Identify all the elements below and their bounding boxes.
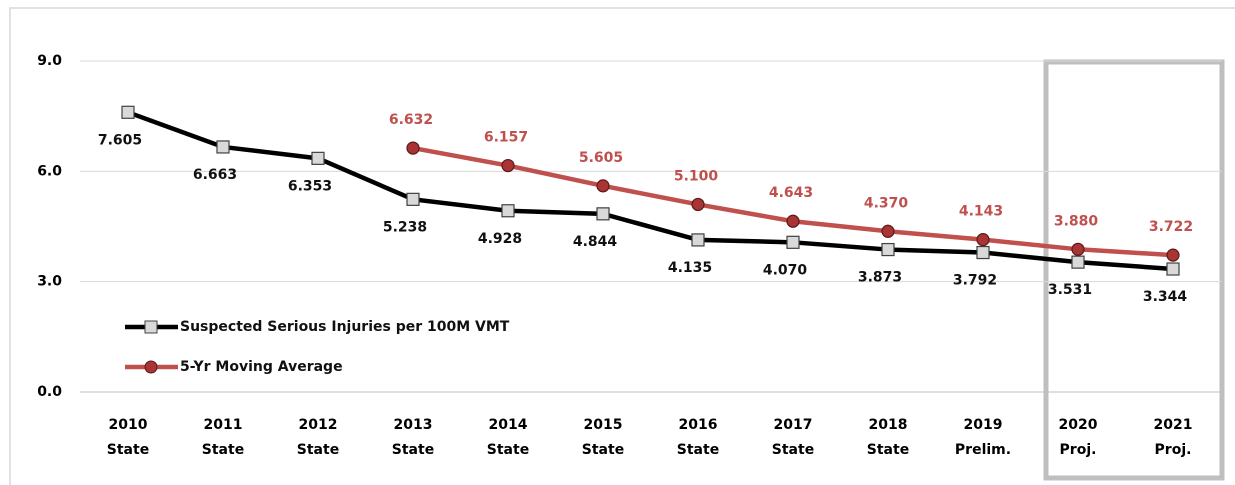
y-tick-label: 9.0 xyxy=(37,53,62,69)
data-label: 4.928 xyxy=(478,231,522,247)
point-marker xyxy=(881,242,895,257)
point-marker xyxy=(596,207,610,221)
data-label: 3.531 xyxy=(1048,282,1092,298)
series-line xyxy=(127,110,1174,272)
x-tick-label: 2018 State xyxy=(867,417,909,458)
data-label: 4.143 xyxy=(959,204,1003,220)
data-label: 6.663 xyxy=(193,167,237,183)
data-label: 7.605 xyxy=(98,132,142,148)
data-label: 5.238 xyxy=(383,219,427,235)
legend-label: 5-Yr Moving Average xyxy=(180,359,343,375)
point-marker xyxy=(406,192,420,206)
data-label: 3.873 xyxy=(858,270,902,286)
data-label: 3.792 xyxy=(953,273,997,289)
point-marker xyxy=(1071,255,1085,269)
point-marker xyxy=(1166,262,1180,276)
point-marker xyxy=(501,158,515,173)
data-label: 4.844 xyxy=(573,234,618,250)
point-marker xyxy=(786,214,800,228)
x-tick-label: 2010 State xyxy=(107,417,149,458)
point-marker xyxy=(976,245,990,260)
point-marker xyxy=(311,151,325,165)
x-tick-label: 2019 Prelim. xyxy=(955,417,1011,458)
point-marker xyxy=(596,179,610,193)
x-tick-label: 2013 State xyxy=(392,417,434,458)
point-marker xyxy=(216,140,230,154)
x-tick-label: 2011 State xyxy=(202,417,244,458)
x-tick-label: 2020 Proj. xyxy=(1059,417,1098,458)
data-label: 4.135 xyxy=(668,260,712,276)
x-tick-label: 2017 State xyxy=(772,417,814,458)
data-label: 3.722 xyxy=(1149,219,1193,235)
data-label: 4.643 xyxy=(769,185,813,201)
data-label: 5.605 xyxy=(579,150,623,166)
data-label: 4.070 xyxy=(763,262,808,278)
legend-marker xyxy=(144,360,158,374)
point-marker xyxy=(121,105,135,119)
data-label: 3.344 xyxy=(1143,289,1188,305)
point-marker xyxy=(501,204,515,218)
chart-frame xyxy=(9,7,1235,485)
y-tick-label: 6.0 xyxy=(37,163,62,179)
data-label: 3.880 xyxy=(1054,213,1099,229)
x-tick-label: 2014 State xyxy=(487,417,529,458)
data-label: 4.370 xyxy=(864,195,909,211)
x-tick-label: 2015 State xyxy=(582,417,624,458)
point-marker xyxy=(406,141,420,155)
data-label: 6.157 xyxy=(484,130,528,146)
point-marker xyxy=(1071,242,1085,256)
projection-box xyxy=(1043,59,1225,481)
point-marker xyxy=(691,233,705,247)
x-tick-label: 2012 State xyxy=(297,417,339,458)
legend-marker xyxy=(144,320,158,334)
data-label: 5.100 xyxy=(674,168,719,184)
point-marker xyxy=(881,224,895,238)
y-tick-label: 3.0 xyxy=(37,274,62,290)
x-tick-label: 2016 State xyxy=(677,417,719,458)
point-marker xyxy=(976,233,990,247)
data-label: 6.353 xyxy=(288,178,332,194)
point-marker xyxy=(1166,248,1180,262)
legend-label: Suspected Serious Injuries per 100M VMT xyxy=(180,319,510,335)
point-marker xyxy=(786,235,800,249)
data-label: 6.632 xyxy=(389,112,433,128)
y-tick-label: 0.0 xyxy=(37,384,62,400)
point-marker xyxy=(691,197,705,212)
x-tick-label: 2021 Proj. xyxy=(1154,417,1193,458)
